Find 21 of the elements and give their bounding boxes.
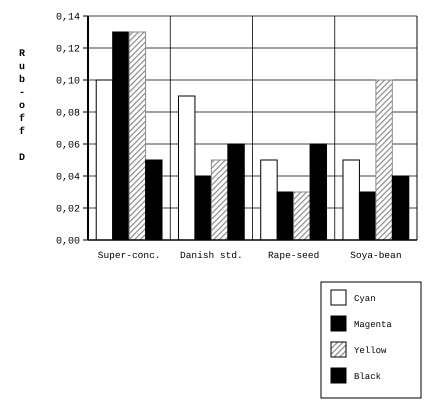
y-tick-label: 0,00 [56, 236, 80, 248]
y-tick-label: 0,12 [56, 44, 80, 56]
bar [210, 160, 228, 240]
bar [128, 32, 146, 240]
x-tick-label: Super-conc. [98, 250, 160, 261]
y-tick-label: 0,08 [56, 108, 80, 120]
y-tick-label: 0,02 [56, 204, 80, 216]
bar [293, 192, 311, 240]
y-tick-label: 0,10 [56, 76, 80, 88]
y-tick-label: 0,14 [56, 12, 80, 24]
y-tick-label: 0,04 [56, 172, 80, 184]
legend-label: Yellow [354, 346, 388, 356]
x-tick-label: Danish std. [180, 250, 243, 261]
x-tick-label: Soya-bean [350, 250, 402, 261]
legend-label: Cyan [354, 294, 376, 304]
legend-label: Black [354, 372, 382, 382]
bar [375, 80, 393, 240]
legend-label: Magenta [354, 320, 392, 330]
x-tick-label: Rape-seed [268, 250, 320, 261]
text: Rub-off D [18, 49, 26, 164]
y-tick-label: 0,06 [56, 140, 80, 152]
